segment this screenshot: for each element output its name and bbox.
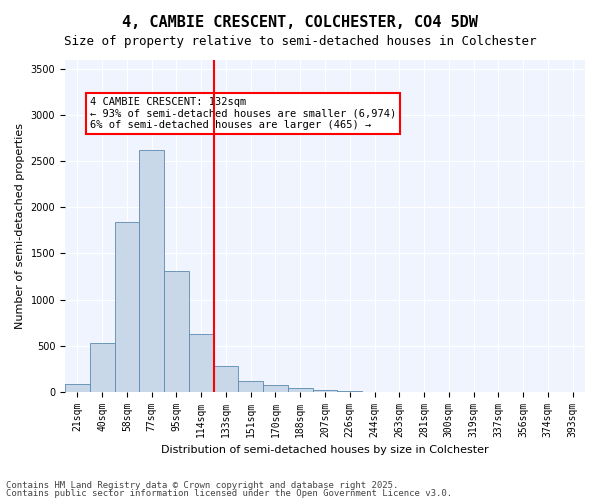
Bar [115,222,139,392]
Bar [238,380,263,392]
Bar [313,390,337,392]
Text: Size of property relative to semi-detached houses in Colchester: Size of property relative to semi-detach… [64,35,536,48]
Text: 4 CAMBIE CRESCENT: 132sqm
← 93% of semi-detached houses are smaller (6,974)
6% o: 4 CAMBIE CRESCENT: 132sqm ← 93% of semi-… [90,97,396,130]
Bar [214,366,238,392]
Bar [139,150,164,392]
Bar [65,384,90,392]
Bar [189,334,214,392]
X-axis label: Distribution of semi-detached houses by size in Colchester: Distribution of semi-detached houses by … [161,445,489,455]
Bar [90,343,115,392]
Bar [164,271,189,392]
Bar [288,388,313,392]
Bar [263,385,288,392]
Text: Contains HM Land Registry data © Crown copyright and database right 2025.: Contains HM Land Registry data © Crown c… [6,481,398,490]
Text: Contains public sector information licensed under the Open Government Licence v3: Contains public sector information licen… [6,488,452,498]
Text: 4, CAMBIE CRESCENT, COLCHESTER, CO4 5DW: 4, CAMBIE CRESCENT, COLCHESTER, CO4 5DW [122,15,478,30]
Y-axis label: Number of semi-detached properties: Number of semi-detached properties [15,123,25,329]
